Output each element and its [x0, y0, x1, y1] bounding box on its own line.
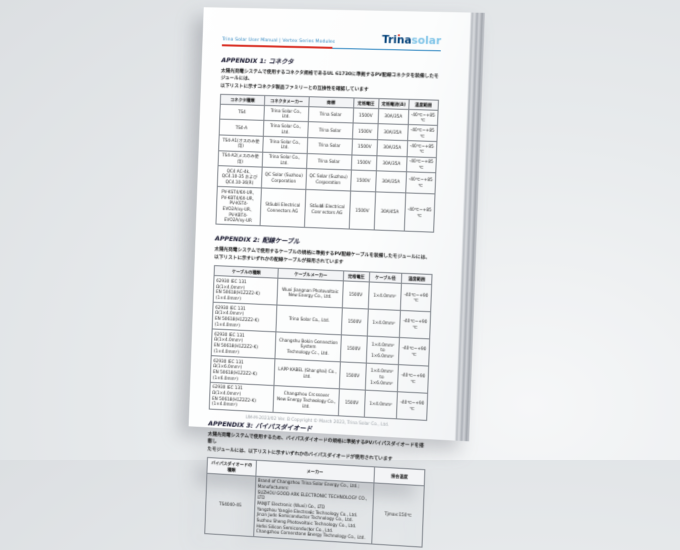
table-cell: 62930 IEC 131 Ω(1×4.0mm²) EN 50618(H1Z2Z…: [209, 382, 275, 413]
appendix-1-heading: APPENDIX 1: コネクタ: [221, 55, 294, 66]
table-cell: 1×4.0mm² to 1×6.0mm²: [366, 336, 400, 365]
logo-text-primary: Trina: [381, 33, 412, 47]
table-cell: 30A/45A: [374, 192, 406, 232]
page-header: Trina Solar User Manual | Vertex Series …: [221, 31, 442, 51]
table-cell: Trina Solar: [306, 137, 353, 155]
table-cell: Stäubli Electrical Connectors AG: [259, 188, 306, 228]
table-cell: TS4: [219, 104, 265, 121]
appendix-1-body: 太陽光発電システムで使用するコネクタ規格であるUL 61730に準拠するPV配線…: [220, 68, 439, 93]
table-cell: 30A/35A: [376, 155, 407, 172]
appendix-2-section: APPENDIX 2: 配線ケーブル 太陽光発電システムで使用するケーブルの規格…: [209, 234, 434, 421]
table-cell: 1500V: [350, 154, 378, 171]
table-cell: -40℃~+85℃: [406, 140, 437, 158]
table-cell: -40℃~+85℃: [403, 193, 435, 233]
table-cell: 1500V: [342, 281, 370, 310]
table-cell: 1500V: [352, 123, 379, 140]
table-cell: TS4-A2(メスのみ使用): [218, 150, 263, 168]
table-cell: 1500V: [340, 334, 368, 364]
table-cell: 30A/35A: [378, 108, 409, 125]
table-cell: LAPP KABEL (Shanghai) Co., Ltd.: [274, 358, 341, 389]
table-cell: 1500V: [351, 138, 378, 156]
cable-table: ケーブルの種類 ケーブルメーカー 定格電圧 ケーブル径 温度範囲 62930 IEC 13…: [209, 266, 433, 421]
header-red-rule: [221, 44, 333, 49]
table-cell: 1500V: [338, 388, 366, 417]
table-cell: QC Solar (Suzhou) Corporation: [261, 167, 307, 190]
table-cell: Changzhou Crossover New Energy Technolog…: [273, 385, 340, 416]
table-cell: Tjmax:150℃: [371, 482, 425, 547]
table-cell: Trina Solar Co., Ltd.: [276, 305, 343, 335]
table-cell: Trina Solar: [307, 122, 353, 139]
logo-text-secondary: solar: [411, 34, 442, 48]
table-cell: Stäubli Electrical Connectors AG: [304, 189, 351, 230]
table-cell: QC4 AC-4k、 QC4.10-35 および QC4.10-36(R): [217, 165, 263, 189]
trinasolar-logo: Trinasolar: [381, 33, 442, 48]
table-cell: TS4-A1(オスのみ使用): [218, 134, 264, 152]
table-cell: Trina Solar Co., Ltd.: [263, 120, 308, 138]
manual-page: Trina Solar User Manual | Vertex Series …: [188, 7, 471, 547]
table-cell: 1500V: [350, 170, 377, 193]
table-cell: Trina Solar Co., Ltd.: [262, 136, 308, 154]
manual-page-mockup: Trina Solar User Manual | Vertex Series …: [188, 7, 485, 547]
table-cell: 62930 IEC 131 Ω(1×4.0mm²) EN 50618(H1Z2Z…: [212, 302, 278, 332]
table-cell: 30A/35A: [377, 139, 408, 157]
table-cell: 1500V: [339, 361, 367, 390]
table-cell: Trina Solar Co., Ltd.: [262, 151, 307, 169]
table-cell: QC Solar (Suzhou) Corporation: [305, 168, 351, 192]
table-cell: -40℃~+85℃: [405, 171, 436, 195]
table-cell: -40℃~+85℃: [406, 156, 437, 173]
appendix-3-section: APPENDIX 3: バイパスダイオード 太陽光発電システムで使用するため、バ…: [204, 418, 427, 547]
table-cell: 1×4.0mm² to 1×6.0mm²: [365, 363, 399, 392]
logo-red-dot-icon: [397, 34, 400, 37]
table-cell: TS4040-4S: [204, 473, 256, 537]
page-content: Trina Solar User Manual | Vertex Series …: [189, 7, 457, 547]
table-cell: -40℃~+90℃: [396, 391, 428, 421]
table-cell: 30A/35A: [375, 170, 407, 194]
table-cell: Wuxi Jiangnan Photovoltaic New Energy Co…: [277, 278, 344, 309]
manual-title: Trina Solar User Manual | Vertex Series …: [222, 36, 336, 45]
table-cell: -40℃~+90℃: [397, 364, 429, 394]
table-cell: Trina Solar: [307, 106, 354, 124]
table-cell: Changshu Bokin Connection System Technol…: [275, 331, 342, 362]
table-cell: 62930 IEC 131 Ω(1×4.0mm²) EN 50618(H1Z2Z…: [213, 275, 279, 306]
appendix-1-section: APPENDIX 1: コネクタ 太陽光発電システムで使用するコネクタ規格である…: [215, 55, 440, 233]
table-cell: Trina Solar: [306, 153, 352, 171]
table-cell: 1500V: [352, 107, 379, 125]
table-cell: PV-KST4/6X-UR、 PV-KBT4/6X-UR、 PV-KST4-EV…: [215, 186, 262, 227]
table-cell: -40℃~+90℃: [398, 337, 430, 367]
table-cell: Brand of Changzhou Trina Solar Energy Co…: [253, 475, 375, 544]
table-cell: 62930 IEC 131 Ω(1×4.0mm²) EN 50618(H1Z2Z…: [211, 329, 277, 359]
table-row: TS4040-4S Brand of Changzhou Trina Solar …: [204, 473, 425, 547]
table-cell: -40℃~+85℃: [407, 124, 438, 142]
table-cell: -40℃~+90℃: [400, 283, 432, 312]
table-cell: Trina Solar Co., Ltd.: [263, 105, 309, 123]
table-cell: 62930 IEC 131 Ω(1×6.0mm²) EN 50618(H1Z2Z…: [210, 355, 276, 386]
table-cell: 1×4.0mm²: [367, 309, 401, 338]
table-cell: 30A/35A: [377, 124, 408, 141]
table-cell: 1500V: [348, 191, 376, 231]
connector-table: コネクタ種類 コネクタメーカー 商標 定格電圧 定格電流(A) 温度範囲 TS4 Trina …: [215, 94, 439, 233]
bypass-diode-table: バイパスダイオードの種類 メーカー 接合温度 TS4040-4S Brand of Ch…: [204, 457, 425, 547]
table-cell: -40℃~+85℃: [407, 109, 439, 126]
table-cell: 1500V: [341, 308, 369, 337]
table-cell: -40℃~+90℃: [399, 310, 431, 340]
table-row: PV-KST4/6X-UR、 PV-KBT4/6X-UR、 PV-KST4-EV…: [215, 186, 435, 233]
table-cell: 1×4.0mm²: [364, 389, 398, 419]
table-cell: TS4-A: [219, 119, 264, 137]
table-cell: 1×4.0mm²: [368, 282, 402, 311]
